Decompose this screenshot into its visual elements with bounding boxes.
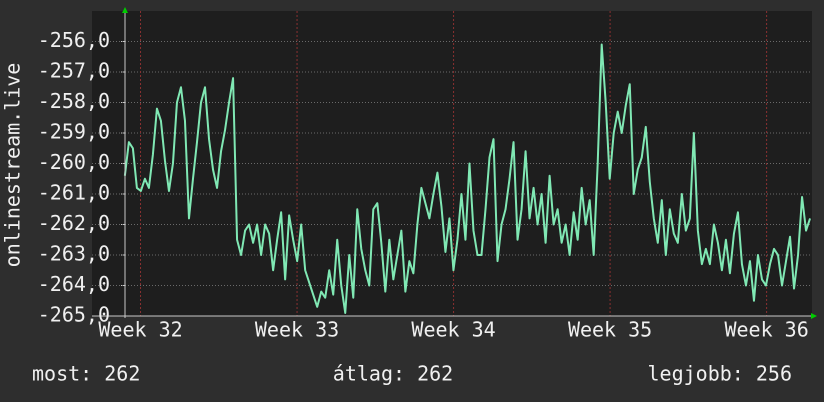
y-tick-label: -262,0 [38,211,110,235]
y-tick-label: -256,0 [38,28,110,52]
y-tick-label: -263,0 [38,242,110,266]
data-line [123,43,812,314]
x-arrow [811,313,817,319]
y-tick-label: -258,0 [38,89,110,113]
x-tick-label: Week 34 [411,318,495,342]
footer-average: átlag: 262 [333,362,453,386]
x-tick-label: Week 35 [568,318,652,342]
y-tick-label: -264,0 [38,272,110,296]
y-tick-label: -261,0 [38,181,110,205]
y-arrow [122,7,128,13]
y-axis-title: onlinestream.live [1,63,25,268]
plot [123,43,812,314]
footer-current: most: 262 [32,362,140,386]
y-tick-label: -257,0 [38,59,110,83]
y-tick-label: -265,0 [38,303,110,327]
footer-best: legjobb: 256 [648,362,793,386]
x-tick-label: Week 36 [724,318,808,342]
y-tick-label: -259,0 [38,120,110,144]
grid [92,11,812,317]
x-tick-label: Week 32 [98,318,182,342]
y-tick-label: -260,0 [38,150,110,174]
x-tick-label: Week 33 [255,318,339,342]
